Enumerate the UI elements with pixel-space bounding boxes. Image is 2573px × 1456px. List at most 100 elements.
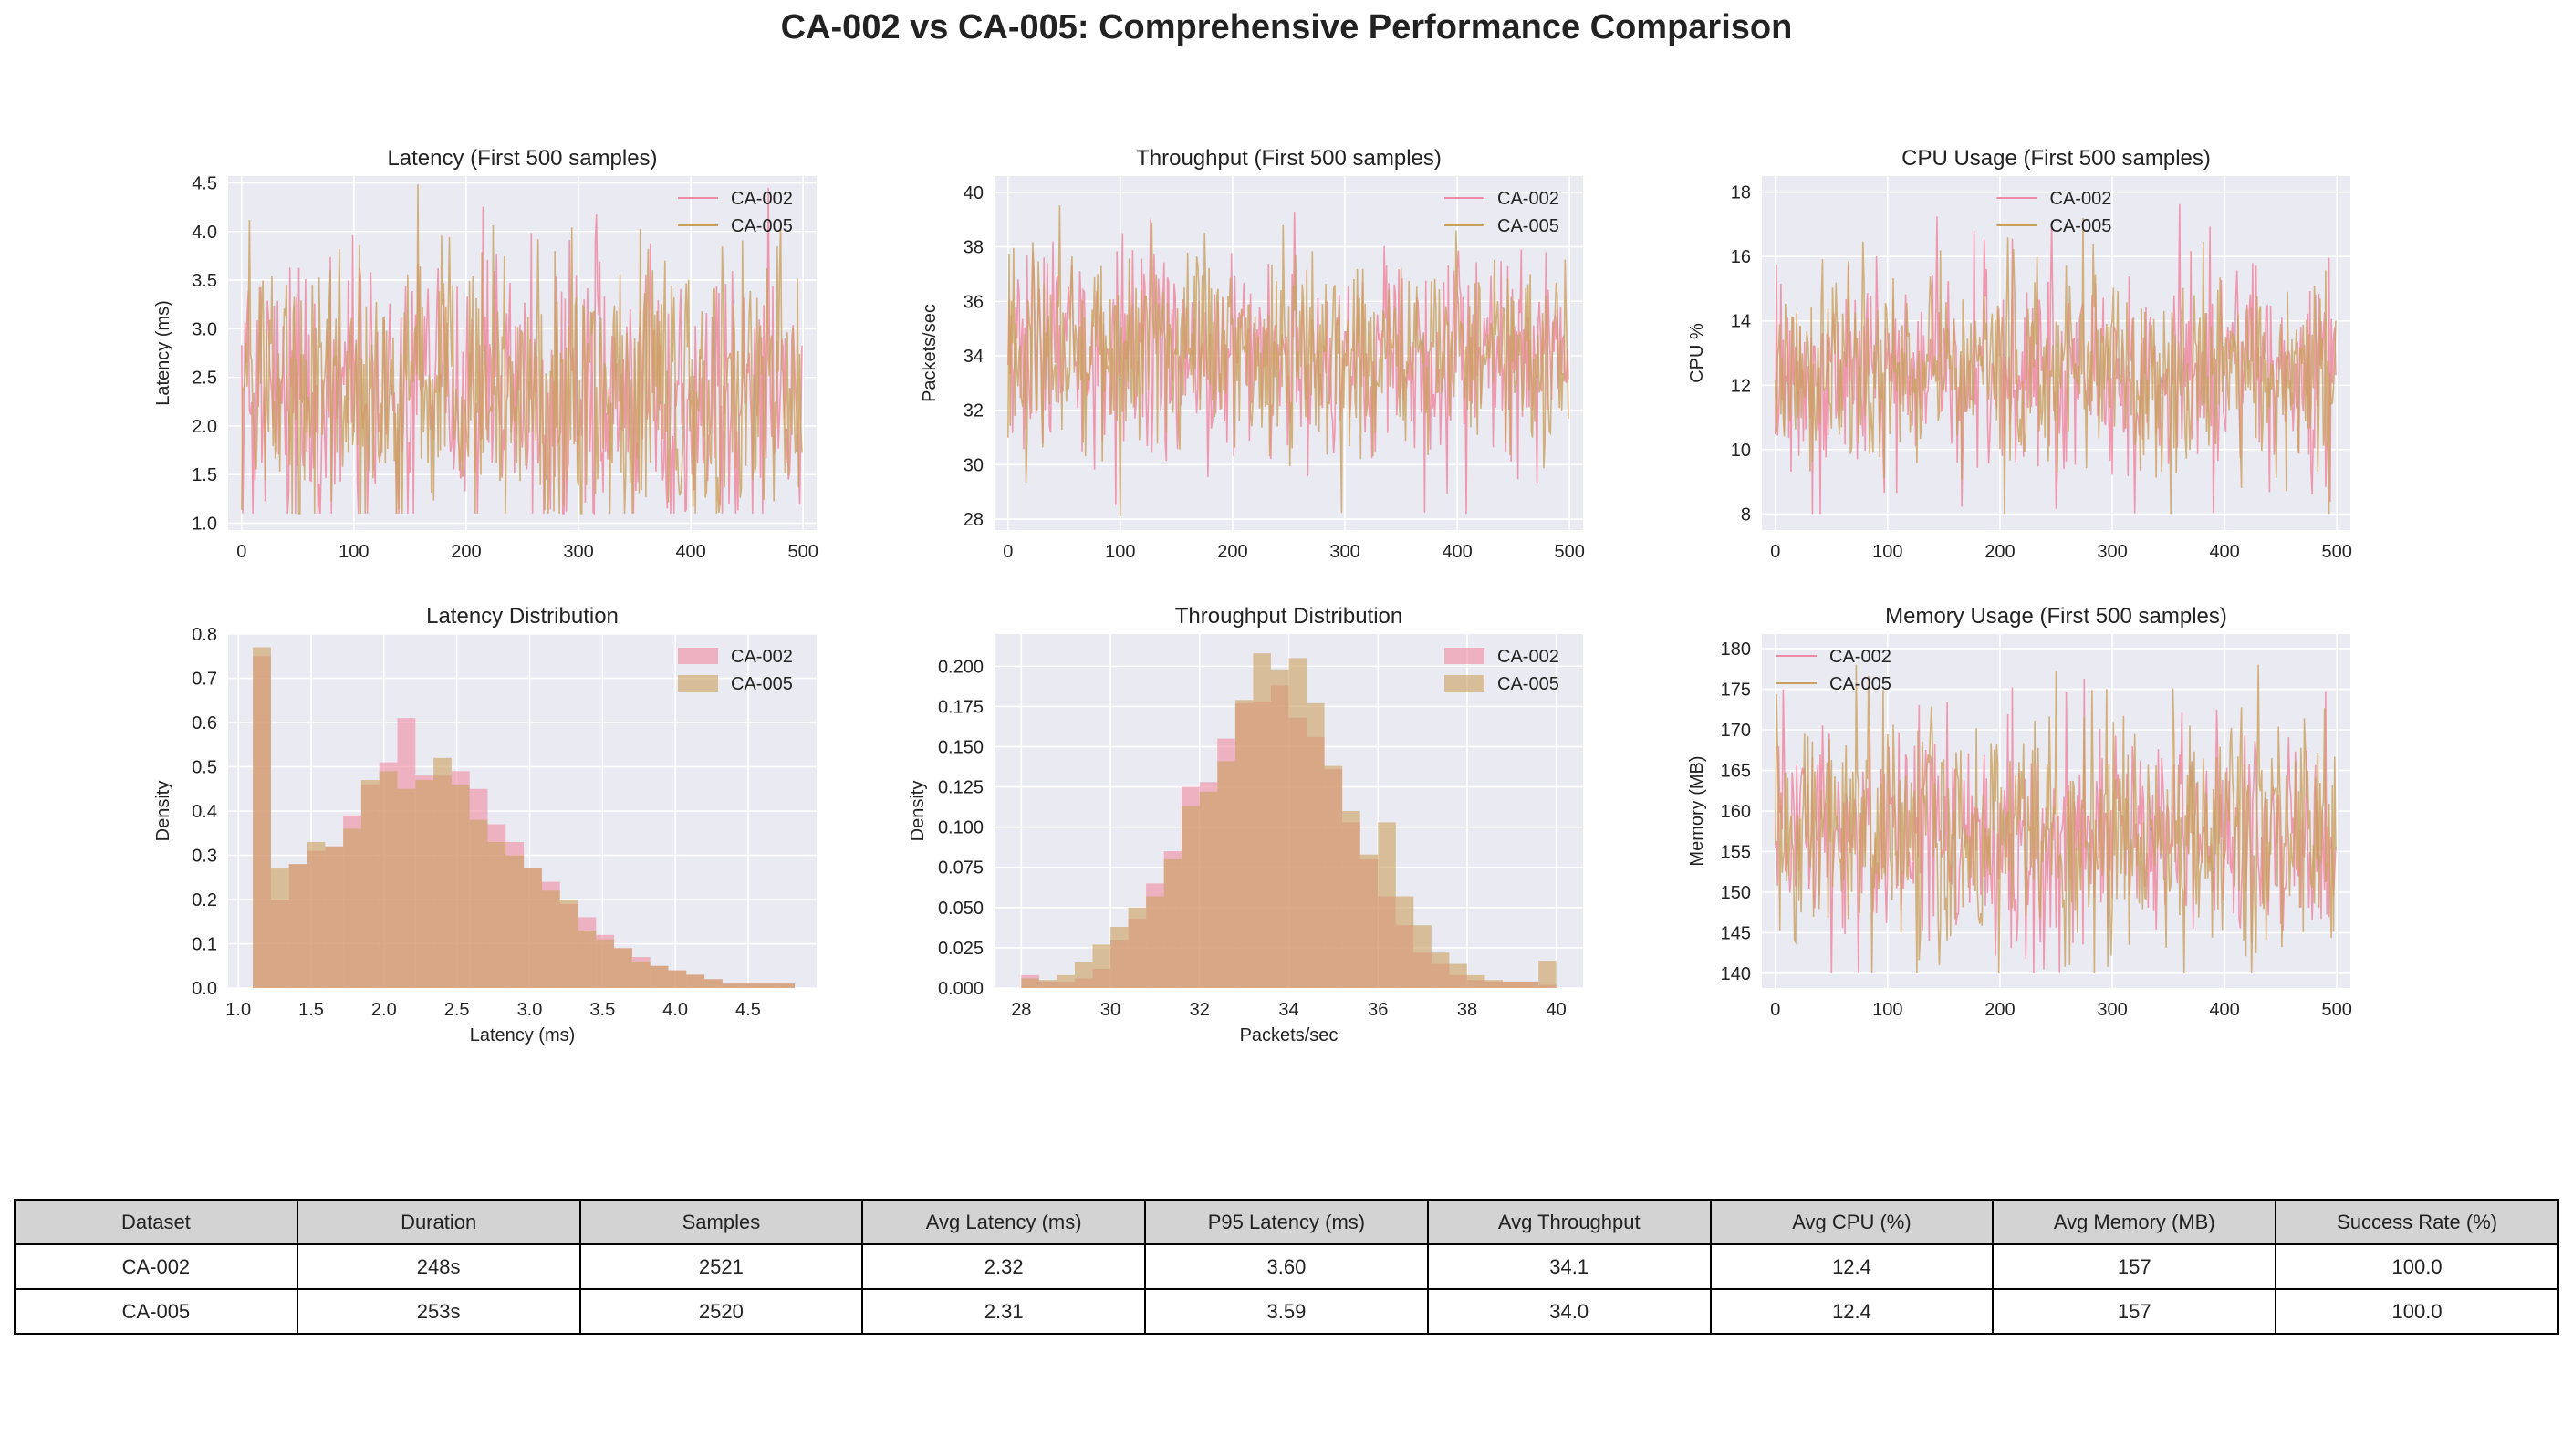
table-cell: 12.4 [1709, 1288, 1995, 1335]
histogram-bar-ca-005 [614, 948, 632, 988]
histogram-bar-ca-005 [487, 841, 506, 988]
histogram-bar-ca-005 [1359, 854, 1379, 988]
x-tick-label: 500 [2322, 542, 2352, 562]
y-tick-label: 155 [1721, 842, 1751, 862]
histogram-bar-ca-005 [650, 965, 669, 988]
table-cell: 34.0 [1426, 1288, 1712, 1335]
table-cell: 253s [296, 1288, 581, 1335]
series-line-ca-002 [241, 187, 803, 515]
legend-label: CA-002 [1829, 647, 1891, 667]
histogram-bar-ca-005 [1538, 961, 1557, 988]
x-tick-label: 500 [1555, 542, 1585, 562]
x-tick-label: 300 [1329, 542, 1359, 562]
histogram-bar-ca-005 [270, 868, 289, 988]
histogram-bar-ca-005 [776, 983, 796, 988]
histogram-bar-ca-005 [1378, 822, 1396, 988]
subplot-title: Throughput (First 500 samples) [1136, 146, 1442, 171]
histogram-bar-ca-005 [379, 771, 398, 988]
y-tick-label: 170 [1721, 721, 1751, 741]
table-header-cell: Success Rate (%) [2275, 1199, 2559, 1245]
histogram-bar-ca-005 [1253, 653, 1271, 988]
y-tick-label: 32 [964, 401, 984, 421]
legend-label: CA-005 [1497, 216, 1559, 236]
histogram-bar-ca-005 [1163, 858, 1182, 988]
figure-title: CA-002 vs CA-005: Comprehensive Performa… [781, 8, 1793, 47]
x-tick-label: 200 [451, 542, 481, 562]
x-axis-label: Packets/sec [1240, 1025, 1339, 1045]
y-tick-label: 0.1 [192, 935, 217, 955]
y-tick-label: 0.0 [192, 979, 217, 999]
histogram-bar-ca-005 [1307, 702, 1325, 988]
x-tick-label: 0 [1003, 542, 1013, 562]
series-line-ca-005 [1007, 205, 1569, 517]
y-tick-label: 145 [1721, 923, 1751, 943]
histogram-bar-ca-005 [1057, 974, 1075, 988]
y-tick-label: 0.6 [192, 713, 217, 733]
table-cell: 2521 [578, 1243, 864, 1290]
histogram-bar-ca-005 [1074, 962, 1093, 988]
x-tick-label: 3.0 [517, 1000, 543, 1020]
x-tick-label: 1.0 [225, 1000, 251, 1020]
table-row: CA-002 248s 2521 2.32 3.60 34.1 12.4 157… [14, 1243, 2559, 1290]
y-tick-label: 0.150 [938, 737, 984, 757]
x-tick-label: 300 [563, 542, 593, 562]
histogram-bar-ca-005 [288, 864, 307, 988]
y-tick-label: 0.175 [938, 697, 984, 717]
x-tick-label: 34 [1278, 1000, 1298, 1020]
x-tick-label: 300 [2097, 1000, 2127, 1020]
histogram-bar-ca-005 [1484, 980, 1504, 988]
table-cell: 100.0 [2275, 1288, 2559, 1335]
y-tick-label: 165 [1721, 762, 1751, 782]
histogram-bar-ca-005 [1466, 974, 1485, 988]
y-tick-label: 0.000 [938, 979, 984, 999]
histogram-bar-ca-005 [1270, 669, 1289, 988]
histogram-bar-ca-005 [469, 819, 488, 988]
table-cell: CA-002 [14, 1243, 298, 1290]
y-tick-label: 180 [1721, 640, 1751, 660]
x-tick-label: 400 [2209, 1000, 2239, 1020]
y-tick-label: 0.4 [192, 802, 217, 822]
y-tick-label: 3.5 [192, 271, 217, 291]
x-tick-label: 32 [1190, 1000, 1210, 1020]
histogram-bar-ca-005 [433, 757, 452, 988]
histogram-bar-ca-005 [360, 780, 380, 988]
table-header-row: Dataset Duration Samples Avg Latency (ms… [14, 1199, 2559, 1245]
subplot-throughput_hist [995, 634, 1583, 989]
legend-label: CA-005 [1829, 674, 1891, 694]
histogram-bar-ca-005 [1324, 765, 1343, 988]
y-tick-label: 8 [1741, 504, 1751, 525]
x-tick-label: 2.5 [444, 1000, 470, 1020]
table-header-cell: Duration [296, 1199, 581, 1245]
x-tick-label: 500 [2322, 1000, 2352, 1020]
legend-swatch [1444, 648, 1484, 664]
x-tick-label: 4.5 [735, 1000, 761, 1020]
subplot-latency_hist [228, 633, 817, 989]
y-tick-label: 34 [964, 347, 984, 367]
y-tick-label: 14 [1731, 312, 1751, 332]
y-tick-label: 0.100 [938, 818, 984, 838]
y-tick-label: 140 [1721, 964, 1751, 984]
y-tick-label: 0.050 [938, 899, 984, 919]
y-tick-label: 0.200 [938, 657, 984, 677]
y-tick-label: 175 [1721, 681, 1751, 701]
legend-swatch [678, 675, 718, 692]
histogram-bar-ca-005 [415, 780, 434, 988]
table-header-cell: Avg Throughput [1426, 1199, 1712, 1245]
subplot-title: Latency Distribution [426, 604, 619, 629]
legend-label: CA-005 [731, 216, 793, 236]
series-line-ca-005 [241, 184, 803, 515]
histogram-bar-ca-005 [578, 930, 597, 988]
subplot-title: CPU Usage (First 500 samples) [1901, 146, 2211, 171]
histogram-bar-ca-005 [505, 855, 525, 988]
x-tick-label: 2.0 [371, 1000, 397, 1020]
legend-label: CA-002 [731, 647, 793, 667]
y-tick-label: 0.8 [192, 625, 217, 645]
legend-label: CA-002 [2050, 189, 2112, 209]
x-tick-label: 100 [1872, 542, 1902, 562]
table-cell: 12.4 [1709, 1243, 1995, 1290]
histogram-bar-ca-005 [1021, 978, 1039, 988]
subplot-memory_ts [1762, 634, 2350, 988]
x-tick-label: 200 [1984, 542, 2015, 562]
table-cell: 157 [1992, 1288, 2277, 1335]
table-cell: 2.31 [861, 1288, 1147, 1335]
